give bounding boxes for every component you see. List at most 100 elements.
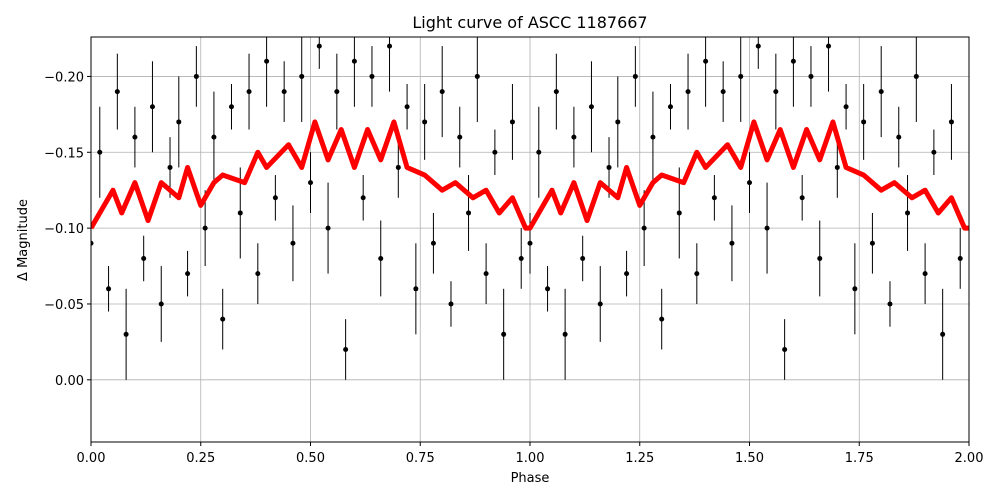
data-point [325,225,331,231]
data-point [747,180,752,186]
x-tick-label: 2.00 [955,451,984,466]
data-point [667,104,673,110]
data-point [123,331,129,337]
data-point [316,43,322,49]
data-point [826,43,832,49]
data-point [562,331,568,337]
data-point [343,346,349,352]
data-point [439,89,445,95]
data-point [896,134,902,140]
data-point [650,134,656,140]
data-point [790,58,796,64]
data-point [808,73,814,79]
data-point [211,134,217,140]
data-point [782,346,788,352]
x-tick-label: 0.25 [186,451,215,466]
y-tick-label: −0.20 [44,70,84,85]
y-tick-label: −0.10 [44,222,84,237]
data-point [369,73,375,79]
data-point [308,180,313,186]
data-point [553,89,559,95]
data-point [641,225,647,231]
data-point [106,286,112,292]
data-point [501,331,507,337]
data-point [290,240,296,246]
trend-line [91,119,969,231]
x-axis-label: Phase [511,471,550,486]
data-point [624,271,630,277]
data-point [729,240,735,246]
data-point [720,89,726,95]
data-point [799,195,805,201]
data-point [632,73,638,79]
data-point [91,240,94,246]
y-tick-label: −0.05 [44,298,84,313]
data-point [545,286,551,292]
data-point [395,164,401,170]
data-point [869,240,875,246]
data-point [834,164,840,170]
x-tick-label: 1.50 [735,451,764,466]
data-point [167,164,173,170]
data-point [571,134,577,140]
data-point [931,149,937,155]
data-point [755,43,761,49]
data-point [711,195,717,201]
data-point [703,58,709,64]
data-point [158,301,164,307]
data-point [878,89,884,95]
data-point [264,58,270,64]
data-point [817,255,823,261]
data-point [220,316,226,322]
y-tick-label: −0.15 [44,146,84,161]
data-point [940,331,946,337]
data-point [281,89,287,95]
data-point [536,149,542,155]
data-point [957,255,963,261]
data-point [922,271,928,277]
data-point [483,271,489,277]
data-point [404,104,410,110]
data-point [509,119,515,125]
data-point [202,225,208,231]
data-point [843,104,849,110]
data-point [492,149,498,155]
data-point [913,73,919,79]
x-tick-label: 0.50 [296,451,325,466]
data-point [659,316,665,322]
data-point [185,271,191,277]
data-point [676,210,682,216]
data-point [97,149,103,155]
data-point [351,58,357,64]
data-point [228,104,234,110]
data-point [738,73,744,79]
data-point [580,255,586,261]
x-tick-label: 1.25 [625,451,654,466]
data-point [518,255,524,261]
data-point [193,73,199,79]
data-point [457,134,463,140]
data-point [905,210,911,216]
data-point [615,119,621,125]
data-point [114,89,120,95]
data-point [448,301,454,307]
data-point [422,119,428,125]
data-point [141,255,147,261]
data-point [255,271,261,277]
data-point [430,240,436,246]
y-tick-label: 0.00 [55,374,84,389]
data-point [246,89,252,95]
x-tick-label: 0.00 [77,451,106,466]
plot-frame [90,36,970,443]
x-tick-label: 1.00 [516,451,545,466]
data-point [387,43,393,49]
data-point [132,134,138,140]
data-point [588,104,594,110]
data-point [606,164,612,170]
data-point [852,286,858,292]
y-axis-label: Δ Magnitude [16,199,31,281]
data-point [948,119,954,125]
data-point [360,195,366,201]
x-tick-label: 1.75 [845,451,874,466]
